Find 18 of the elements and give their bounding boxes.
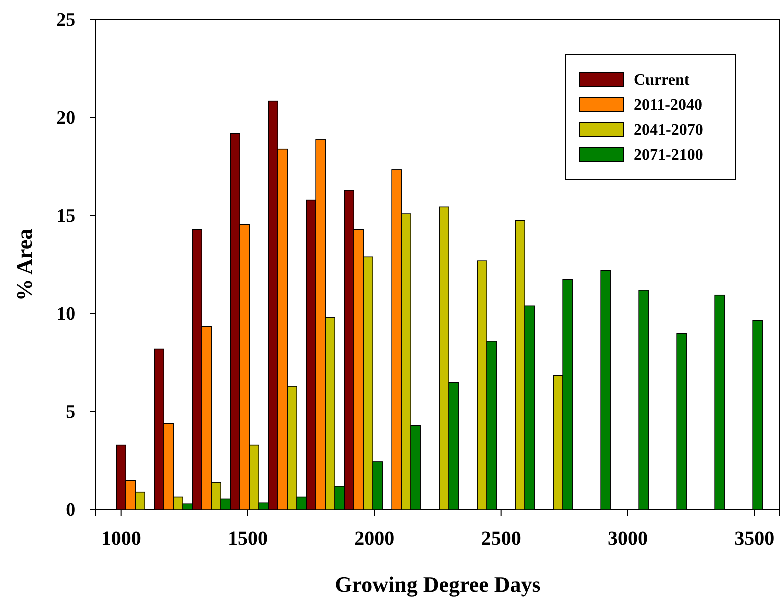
x-tick-label: 3000 [608,528,648,550]
legend-label: Current [634,72,690,89]
x-tick-label: 1500 [228,528,268,550]
x-tick-label: 3500 [734,528,775,550]
x-tick-label: 2500 [481,528,522,550]
legend-label: 2071-2100 [634,147,704,164]
x-tick-label: 2000 [354,528,395,550]
y-tick-label: 25 [56,10,76,32]
y-tick-label: 10 [56,304,76,326]
legend-label: 2041-2070 [634,122,704,139]
y-tick-label: 5 [66,402,76,424]
legend-label: 2011-2040 [634,97,702,114]
y-tick-label: 0 [66,500,76,522]
x-tick-label: 1000 [101,528,142,550]
y-tick-label: 20 [56,108,76,130]
y-axis-title: % Area [12,228,37,302]
y-tick-label: 15 [56,206,76,228]
x-axis-title: Growing Degree Days [335,572,542,597]
